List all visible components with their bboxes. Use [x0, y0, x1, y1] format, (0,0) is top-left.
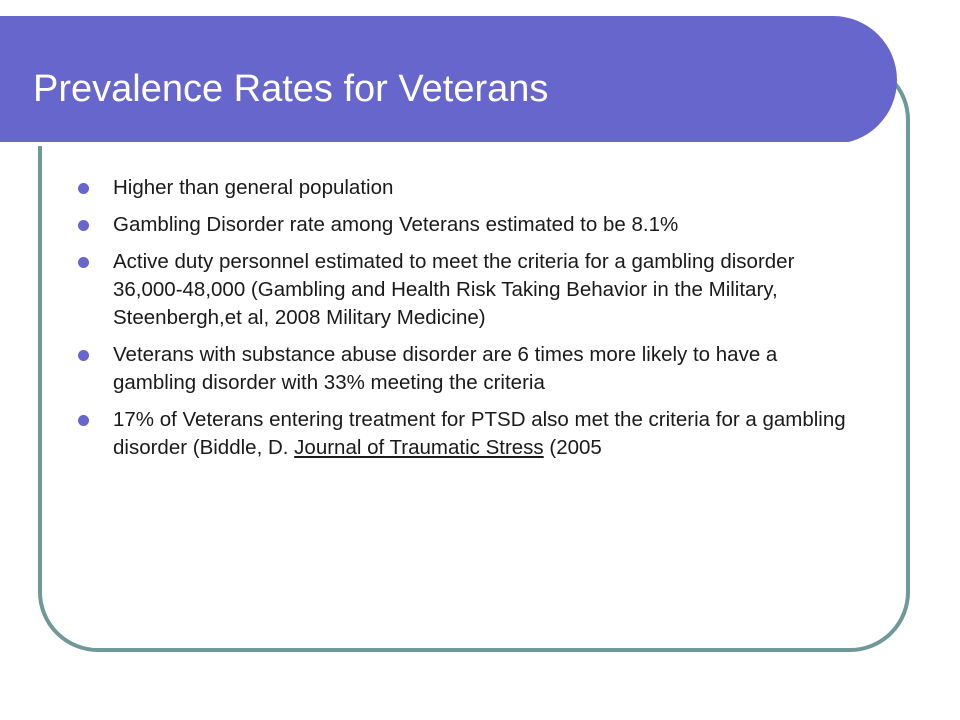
bullet-dot-icon	[78, 415, 89, 426]
slide-title: Prevalence Rates for Veterans	[33, 68, 549, 110]
title-bar: Prevalence Rates for Veterans	[0, 16, 897, 146]
bullet-item: Active duty personnel estimated to meet …	[78, 248, 858, 332]
bullet-dot-icon	[78, 257, 89, 268]
bullet-text: Veterans with substance abuse disorder a…	[113, 343, 778, 394]
bullet-item: 17% of Veterans entering treatment for P…	[78, 406, 858, 462]
bullet-dot-icon	[78, 183, 89, 194]
bullet-item: Higher than general population	[78, 174, 858, 202]
bullet-item: Veterans with substance abuse disorder a…	[78, 341, 858, 397]
bullet-text-after: (2005	[543, 436, 602, 459]
bullet-item: Gambling Disorder rate among Veterans es…	[78, 211, 858, 239]
bullet-list: Higher than general population Gambling …	[78, 174, 858, 471]
title-rule	[0, 142, 848, 146]
bullet-text-before: 17% of Veterans entering treatment for P…	[113, 408, 846, 459]
bullet-text: Active duty personnel estimated to meet …	[113, 250, 795, 329]
bullet-text: Higher than general population	[113, 176, 394, 199]
journal-title: Journal of Traumatic Stress	[294, 436, 544, 459]
bullet-dot-icon	[78, 350, 89, 361]
bullet-dot-icon	[78, 220, 89, 231]
bullet-text: Gambling Disorder rate among Veterans es…	[113, 213, 679, 236]
